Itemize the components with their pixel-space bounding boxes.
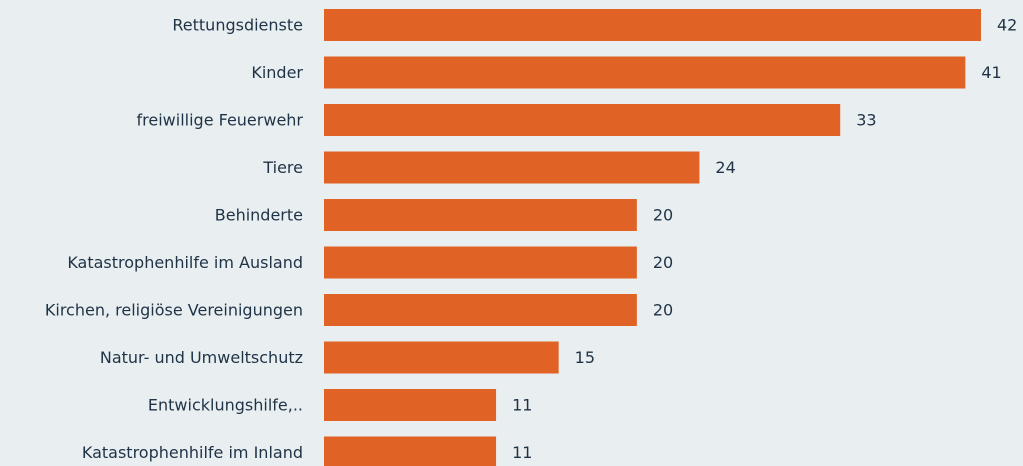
value-label: 24: [715, 158, 735, 177]
value-label: 20: [653, 206, 673, 225]
value-label: 20: [653, 301, 673, 320]
bar: [324, 56, 966, 89]
value-labels-group: 42 41 33 24 20 20 20 15 11 11: [512, 16, 1017, 463]
category-label: Tiere: [262, 158, 303, 177]
bar: [324, 246, 637, 279]
value-label: 33: [856, 111, 876, 130]
category-label: Natur- und Umweltschutz: [100, 348, 303, 367]
bar: [324, 389, 497, 421]
category-label: Katastrophenhilfe im Ausland: [67, 253, 303, 272]
category-label: Kinder: [251, 63, 303, 82]
bars-group: [324, 9, 981, 466]
category-label: Kirchen, religiöse Vereinigungen: [45, 301, 303, 320]
category-label: Katastrophenhilfe im Inland: [82, 443, 303, 462]
category-label: Behinderte: [215, 206, 303, 225]
value-label: 42: [997, 16, 1017, 35]
value-label: 11: [512, 443, 532, 462]
bar: [324, 436, 497, 466]
bar: [324, 199, 637, 231]
bar: [324, 151, 700, 184]
category-label: Entwicklungshilfe,..: [148, 396, 303, 415]
bar: [324, 9, 981, 41]
bar: [324, 341, 559, 374]
value-label: 20: [653, 253, 673, 272]
value-label: 15: [575, 348, 595, 367]
category-label: Rettungsdienste: [172, 16, 303, 35]
category-label: freiwillige Feuerwehr: [137, 111, 304, 130]
bar: [324, 294, 637, 326]
bar: [324, 104, 841, 136]
value-label: 11: [512, 396, 532, 415]
value-label: 41: [981, 63, 1001, 82]
category-labels-group: Rettungsdienste Kinder freiwillige Feuerwe…: [45, 16, 304, 463]
